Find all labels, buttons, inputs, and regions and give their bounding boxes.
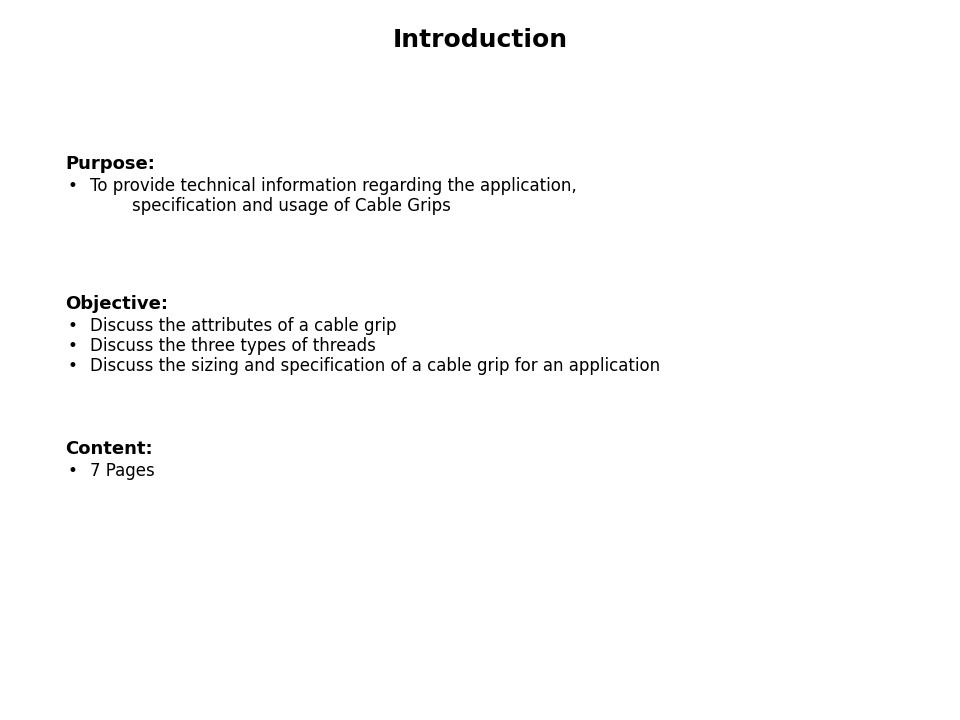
Text: •: • [68, 337, 78, 355]
Text: Introduction: Introduction [393, 28, 567, 52]
Text: Discuss the attributes of a cable grip: Discuss the attributes of a cable grip [90, 317, 396, 335]
Text: Objective:: Objective: [65, 295, 168, 313]
Text: Purpose:: Purpose: [65, 155, 155, 173]
Text: Content:: Content: [65, 440, 153, 458]
Text: Discuss the three types of threads: Discuss the three types of threads [90, 337, 376, 355]
Text: To provide technical information regarding the application,: To provide technical information regardi… [90, 177, 577, 195]
Text: Discuss the sizing and specification of a cable grip for an application: Discuss the sizing and specification of … [90, 357, 660, 375]
Text: •: • [68, 317, 78, 335]
Text: •: • [68, 357, 78, 375]
Text: •: • [68, 462, 78, 480]
Text: •: • [68, 177, 78, 195]
Text: specification and usage of Cable Grips: specification and usage of Cable Grips [90, 197, 451, 215]
Text: 7 Pages: 7 Pages [90, 462, 155, 480]
